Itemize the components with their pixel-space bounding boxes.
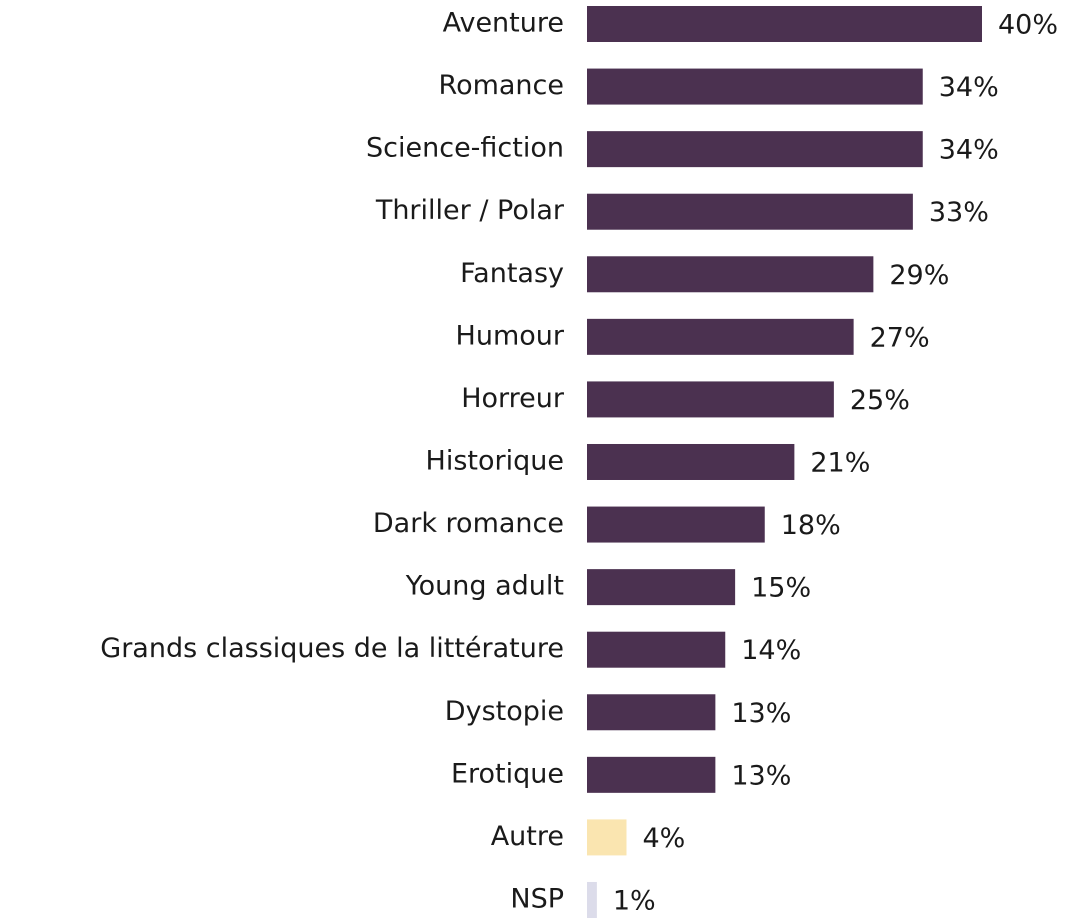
category-label: Aventure (443, 8, 564, 39)
category-label: Dystopie (445, 696, 564, 727)
value-label: 29% (889, 260, 949, 291)
category-label: Dark romance (373, 508, 564, 539)
category-label: Fantasy (460, 258, 564, 289)
category-label: Romance (439, 70, 564, 101)
value-label: 27% (870, 322, 930, 353)
category-label: Historique (426, 445, 564, 476)
bar (587, 318, 854, 355)
value-label: 13% (731, 698, 791, 729)
value-label: 40% (998, 10, 1058, 41)
category-label: Thriller / Polar (375, 195, 565, 226)
value-label: 15% (751, 573, 811, 604)
value-label: 14% (741, 635, 801, 666)
value-label: 25% (850, 385, 910, 416)
bar (587, 381, 834, 418)
category-label: Young adult (405, 571, 564, 602)
category-label: Humour (456, 320, 565, 351)
category-label: NSP (510, 883, 564, 914)
value-label: 18% (781, 510, 841, 541)
value-label: 34% (939, 72, 999, 103)
value-label: 4% (643, 823, 686, 854)
category-label: Autre (491, 821, 564, 852)
bar (587, 631, 726, 668)
bar (587, 256, 874, 293)
value-label: 1% (613, 885, 656, 916)
bar (587, 193, 913, 230)
bar (587, 131, 923, 168)
bar (587, 881, 597, 918)
category-label: Horreur (461, 383, 565, 414)
bar (587, 506, 765, 543)
bar (587, 68, 923, 105)
category-label: Erotique (451, 758, 564, 789)
value-label: 33% (929, 197, 989, 228)
bar (587, 569, 736, 606)
bar (587, 6, 982, 42)
bar (587, 443, 795, 480)
bar (587, 819, 627, 856)
value-label: 13% (731, 760, 791, 791)
value-label: 34% (939, 135, 999, 166)
bar (587, 756, 716, 793)
value-label: 21% (810, 447, 870, 478)
category-label: Grands classiques de la littérature (100, 633, 564, 664)
bar (587, 694, 716, 731)
category-label: Science-fiction (366, 133, 564, 164)
